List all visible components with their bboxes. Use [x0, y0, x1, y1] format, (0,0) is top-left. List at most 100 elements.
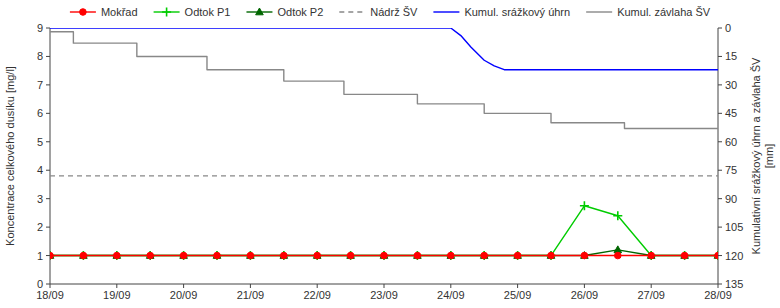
- y2-tick-label: 90: [725, 193, 737, 205]
- y2-axis-label-line: [mm]: [763, 144, 775, 168]
- point: [213, 252, 221, 259]
- y-tick: [46, 284, 50, 285]
- series: [50, 32, 718, 129]
- x-tick-label: 25/09: [504, 289, 532, 301]
- legend-label: Odtok P2: [277, 6, 323, 18]
- y-tick: [46, 141, 50, 142]
- point: [380, 252, 388, 259]
- x-tick-label: 22/09: [303, 289, 331, 301]
- legend-swatch: [586, 11, 612, 12]
- point: [715, 252, 718, 259]
- point: [213, 251, 222, 260]
- y2-tick: [718, 141, 722, 142]
- point: [548, 252, 555, 259]
- point: [180, 252, 187, 259]
- point: [581, 252, 589, 259]
- point: [347, 252, 354, 259]
- x-tick-label: 28/09: [704, 289, 732, 301]
- y2-tick: [718, 28, 722, 29]
- reference-line: [50, 175, 718, 176]
- point: [113, 252, 121, 259]
- y-tick: [46, 170, 50, 171]
- legend-label: Odtok P1: [185, 6, 231, 18]
- y2-tick-label: 75: [725, 164, 737, 176]
- legend-marker: [80, 9, 87, 16]
- y2-tick-label: 60: [725, 136, 737, 148]
- point: [180, 252, 188, 259]
- x-tick-label: 19/09: [103, 289, 131, 301]
- y-tick-label: 6: [37, 107, 43, 119]
- x-tick-label: 24/09: [437, 289, 465, 301]
- y2-tick: [718, 113, 722, 114]
- plot-area: [50, 28, 718, 260]
- point: [80, 252, 88, 259]
- series: [50, 201, 718, 260]
- point: [414, 252, 422, 259]
- y2-axis-line: [718, 28, 719, 284]
- point: [279, 251, 288, 260]
- legend: MokřadOdtok P1Odtok P2Nádrž ŠVKumul. srá…: [70, 6, 711, 18]
- y-tick: [46, 198, 50, 199]
- y2-tick-label: 0: [725, 22, 731, 34]
- point: [381, 252, 388, 259]
- series: [50, 28, 718, 70]
- point: [280, 252, 288, 259]
- y2-tick: [718, 56, 722, 57]
- point: [147, 252, 154, 259]
- x-tick: [718, 284, 719, 288]
- y2-tick-label: 105: [725, 221, 743, 233]
- point: [480, 252, 488, 259]
- legend-item: Kumul. závlaha ŠV: [586, 6, 711, 18]
- y-tick-label: 3: [37, 193, 43, 205]
- chart: 18/0919/0920/0921/0922/0923/0924/0925/09…: [0, 0, 780, 308]
- x-tick: [517, 284, 518, 288]
- x-tick: [384, 284, 385, 288]
- point: [614, 246, 622, 253]
- x-tick-label: 21/09: [237, 289, 265, 301]
- x-tick-label: 20/09: [170, 289, 198, 301]
- y-axis-label: Koncentrace celkového dusíku [mg/l]: [4, 66, 16, 246]
- point: [681, 252, 688, 259]
- y-tick-label: 1: [37, 250, 43, 262]
- legend-item: Nádrž ŠV: [339, 6, 418, 18]
- x-tick: [651, 284, 652, 288]
- y-tick: [46, 255, 50, 256]
- y2-tick: [718, 255, 722, 256]
- x-tick: [50, 284, 51, 288]
- y2-tick: [718, 198, 722, 199]
- point: [247, 252, 255, 259]
- legend-marker: [162, 8, 171, 17]
- y-tick-label: 4: [37, 164, 43, 176]
- y2-tick-label: 30: [725, 79, 737, 91]
- y-tick: [46, 56, 50, 57]
- point: [79, 251, 88, 260]
- point: [247, 252, 254, 259]
- point: [246, 251, 255, 260]
- y-tick: [46, 227, 50, 228]
- legend-label: Kumul. srážkový úhrn: [464, 6, 570, 18]
- y2-tick: [718, 170, 722, 171]
- y-tick-label: 0: [37, 278, 43, 290]
- y-tick-label: 5: [37, 136, 43, 148]
- legend-label: Nádrž ŠV: [370, 6, 418, 18]
- legend-label: Kumul. závlaha ŠV: [617, 6, 711, 18]
- y-tick: [46, 84, 50, 85]
- legend-item: Odtok P2: [246, 6, 323, 18]
- point: [281, 252, 288, 259]
- point: [581, 252, 588, 259]
- point: [580, 201, 589, 210]
- point: [680, 251, 689, 260]
- y2-tick: [718, 227, 722, 228]
- x-tick-label: 27/09: [637, 289, 665, 301]
- x-tick: [250, 284, 251, 288]
- axes: 18/0919/0920/0921/0922/0923/0924/0925/09…: [4, 22, 775, 301]
- x-tick: [317, 284, 318, 288]
- y-axis-line: [50, 28, 51, 284]
- series: [50, 175, 718, 176]
- point: [514, 252, 521, 259]
- y-tick-label: 8: [37, 50, 43, 62]
- point: [347, 252, 355, 259]
- y-tick: [46, 113, 50, 114]
- x-tick-label: 18/09: [36, 289, 64, 301]
- point: [179, 251, 188, 260]
